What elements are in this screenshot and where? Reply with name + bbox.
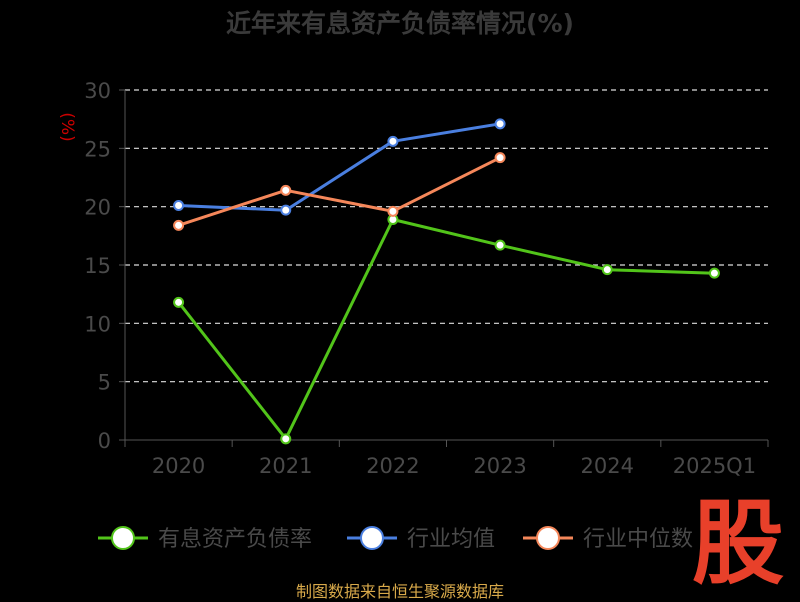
- legend-marker-2: [536, 526, 560, 550]
- legend-item-1[interactable]: 行业均值: [347, 526, 495, 552]
- legend-item-0[interactable]: 有息资产负债率: [98, 526, 312, 552]
- series-line-2: [178, 156, 501, 227]
- grid-lines: [125, 89, 768, 383]
- data-source-note: 制图数据来自恒生聚源数据库: [295, 582, 504, 601]
- legend-label-0: 有息资产负债率: [158, 527, 312, 552]
- legend-label-2: 行业中位数: [583, 527, 693, 552]
- series-2: [173, 152, 506, 231]
- data-point-0-2025Q1[interactable]: [708, 267, 720, 279]
- chart-title: 近年来有息资产负债率情况(%): [226, 9, 574, 38]
- y-tick-label-30: 30: [84, 79, 111, 103]
- series-line-0: [177, 218, 715, 441]
- x-tick-label-2022: 2022: [366, 454, 419, 478]
- x-tick-label-2025Q1: 2025Q1: [673, 454, 756, 478]
- data-point-2-2021[interactable]: [280, 184, 292, 196]
- y-tick-label-15: 15: [84, 254, 111, 278]
- data-point-1-2020[interactable]: [173, 200, 185, 211]
- legend-marker-0: [111, 526, 135, 550]
- legend-label-1: 行业均值: [407, 527, 495, 552]
- data-point-2-2023[interactable]: [494, 152, 506, 164]
- series-lines: [173, 118, 720, 445]
- y-tick-label-10: 10: [84, 312, 111, 336]
- legend-marker-1: [360, 526, 384, 550]
- legend: 有息资产负债率 行业均值 行业中位数: [98, 526, 693, 552]
- y-tick-label-5: 5: [98, 371, 111, 395]
- y-tick-label-20: 20: [84, 196, 111, 220]
- y-tick-label-25: 25: [84, 137, 111, 161]
- y-axis-label: (%): [57, 112, 77, 141]
- axes: 0 5 10 15 20 25 30 2020 2021 2022 2023 2024 2025Q1 (%…: [57, 79, 769, 478]
- data-point-1-2023[interactable]: [494, 118, 506, 130]
- series-line-1: [178, 122, 501, 212]
- data-point-1-2022[interactable]: [387, 135, 399, 147]
- x-tick-label-2020: 2020: [152, 454, 205, 478]
- legend-item-2[interactable]: 行业中位数: [523, 526, 693, 552]
- series-0: [173, 214, 720, 445]
- data-point-0-2021[interactable]: [280, 433, 292, 445]
- x-tick-label-2024: 2024: [581, 454, 634, 478]
- brand-logo: 股: [691, 490, 784, 597]
- data-point-1-2021[interactable]: [280, 204, 292, 216]
- x-tick-label-2021: 2021: [259, 454, 312, 478]
- data-point-2-2020[interactable]: [173, 219, 185, 231]
- data-point-0-2024[interactable]: [601, 264, 613, 276]
- data-point-0-2020[interactable]: [173, 296, 185, 308]
- y-tick-label-0: 0: [98, 429, 111, 453]
- data-point-0-2023[interactable]: [494, 239, 506, 251]
- x-tick-label-2023: 2023: [473, 454, 526, 478]
- data-point-2-2022[interactable]: [387, 205, 399, 217]
